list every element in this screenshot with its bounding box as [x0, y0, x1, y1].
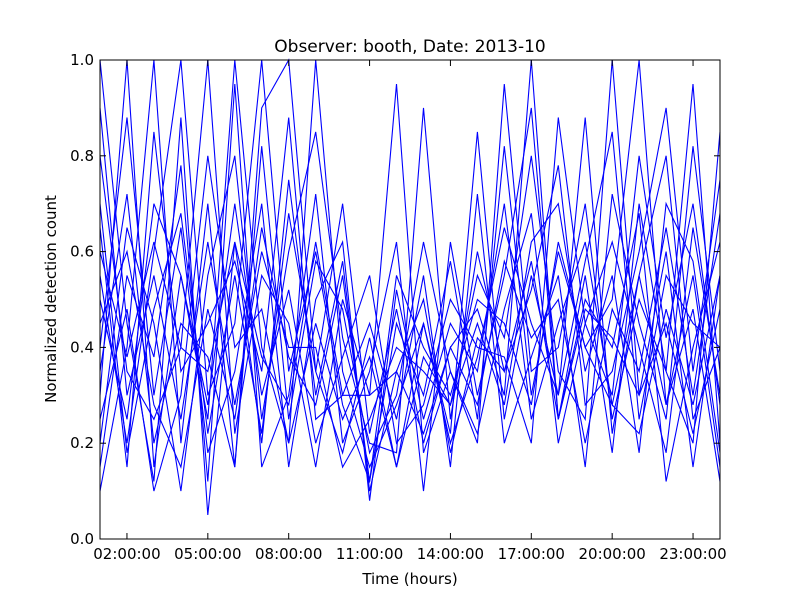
x-tick-label-3: 08:00:00	[255, 545, 322, 563]
series-line-16	[99, 241, 721, 453]
series-line-1	[99, 59, 721, 516]
series-line-11	[99, 83, 721, 468]
x-axis-label: Time (hours)	[361, 570, 457, 588]
tick-layer: 02:00:00 05:00:00 08:00:00 11:00:00 14:00:00…	[70, 51, 727, 563]
series-line-12	[99, 117, 721, 445]
x-tick-label-1: 02:00:00	[93, 545, 160, 563]
x-tick-label-8: 23:00:00	[659, 545, 726, 563]
series-line-15	[99, 227, 721, 482]
x-tick-label-2: 05:00:00	[174, 545, 241, 563]
chart-title: Observer: booth, Date: 2013-10	[274, 37, 545, 57]
series-line-13	[99, 131, 721, 492]
series-line-3	[99, 58, 721, 492]
series-line-9	[99, 83, 721, 492]
series-line-10	[99, 107, 721, 469]
x-tick-label-5: 14:00:00	[417, 545, 484, 563]
x-tick-label-7: 20:00:00	[578, 545, 645, 563]
series-line-7	[99, 117, 721, 501]
y-tick-label-4: 0.6	[70, 243, 94, 261]
y-tick-label-6: 1.0	[70, 51, 94, 69]
y-tick-label-2: 0.2	[70, 434, 94, 452]
y-tick-label-3: 0.4	[70, 338, 94, 356]
series-line-5	[99, 59, 721, 468]
y-axis-label: Normalized detection count	[42, 195, 60, 403]
y-tick-label-1: 0.0	[70, 530, 94, 548]
series-layer	[99, 58, 721, 516]
x-tick-label-4: 11:00:00	[336, 545, 403, 563]
plot-frame	[99, 59, 721, 540]
y-tick-label-5: 0.8	[70, 147, 94, 165]
series-line-8	[99, 117, 721, 468]
x-tick-label-6: 17:00:00	[498, 545, 565, 563]
series-line-14	[99, 203, 721, 453]
